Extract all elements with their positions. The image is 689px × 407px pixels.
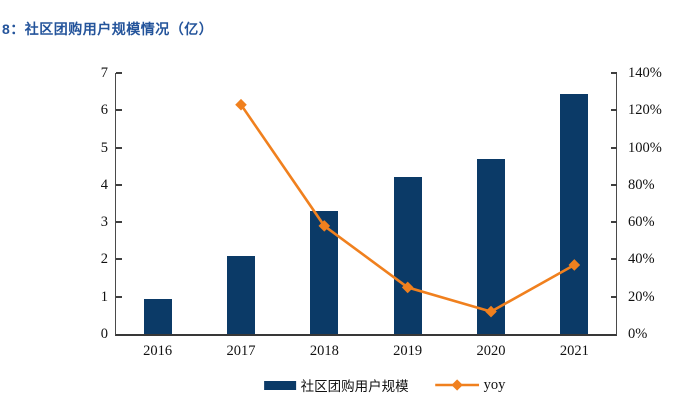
axis-tick	[611, 146, 617, 149]
yoy-marker-2021	[568, 259, 581, 271]
yoy-line-layer	[235, 98, 581, 318]
plot-area	[115, 73, 617, 336]
right-axis-label-140pct: 140%	[628, 65, 662, 81]
x-axis-label-2018: 2018	[309, 343, 339, 359]
axis-tick	[611, 72, 617, 74]
axis-tick	[116, 72, 122, 74]
axis-tick	[611, 109, 617, 112]
x-axis-label-2021: 2021	[559, 343, 589, 359]
legend-item-user-scale: 社区团购用户规模	[263, 375, 409, 395]
x-axis-label-2017: 2017	[226, 343, 256, 359]
legend-item-yoy: yoy	[434, 376, 506, 394]
bar-series-swatch	[263, 380, 296, 390]
right-axis-label-40pct: 40%	[628, 251, 655, 268]
axis-tick	[116, 183, 122, 186]
line-series-label: yoy	[483, 376, 506, 393]
left-axis-label-6: 6	[100, 102, 108, 119]
right-axis-label-60pct: 60%	[628, 214, 655, 231]
right-axis-label-120pct: 120%	[628, 102, 662, 119]
x-axis-label-2020: 2020	[476, 343, 506, 359]
bar-2017	[227, 255, 255, 334]
axis-tick	[116, 109, 122, 112]
right-axis-label-20pct: 20%	[628, 288, 655, 305]
bar-2019	[393, 177, 422, 334]
bar-2016	[143, 298, 172, 334]
axis-tick	[116, 221, 122, 224]
bar-series-label: 社区团购用户规模	[300, 379, 409, 394]
yoy-marker-2020	[485, 305, 497, 318]
right-axis-label-100pct: 100%	[628, 139, 662, 156]
left-axis-label-4: 4	[100, 176, 108, 193]
axis-tick	[611, 183, 617, 186]
bar-2021	[560, 93, 589, 334]
legend: 社区团购用户规模 yoy	[263, 375, 506, 395]
x-axis-label-2019: 2019	[393, 343, 423, 359]
bar-2020	[477, 158, 505, 334]
x-axis-label-2016: 2016	[143, 343, 173, 359]
axis-tick	[611, 221, 617, 224]
left-axis-label-2: 2	[100, 251, 108, 268]
left-axis-label-0: 0	[100, 326, 108, 342]
left-axis-label-3: 3	[100, 214, 108, 231]
left-axis-label-7: 7	[100, 65, 108, 81]
axis-tick	[611, 295, 617, 298]
right-axis-label-0pct: 0%	[628, 326, 648, 342]
figure-title: 8：社区团购用户规模情况（亿）	[2, 21, 214, 37]
left-axis-label-1: 1	[100, 288, 108, 305]
axis-tick	[116, 258, 122, 261]
line-series-swatch	[434, 379, 479, 391]
axis-tick	[116, 295, 122, 298]
axis-tick	[611, 258, 617, 261]
left-axis-label-5: 5	[100, 139, 108, 156]
right-axis-label-80pct: 80%	[628, 176, 655, 193]
legend-diamond-icon	[450, 379, 463, 391]
yoy-line	[239, 103, 575, 314]
yoy-marker-2018	[318, 220, 331, 232]
axis-tick	[116, 146, 122, 149]
